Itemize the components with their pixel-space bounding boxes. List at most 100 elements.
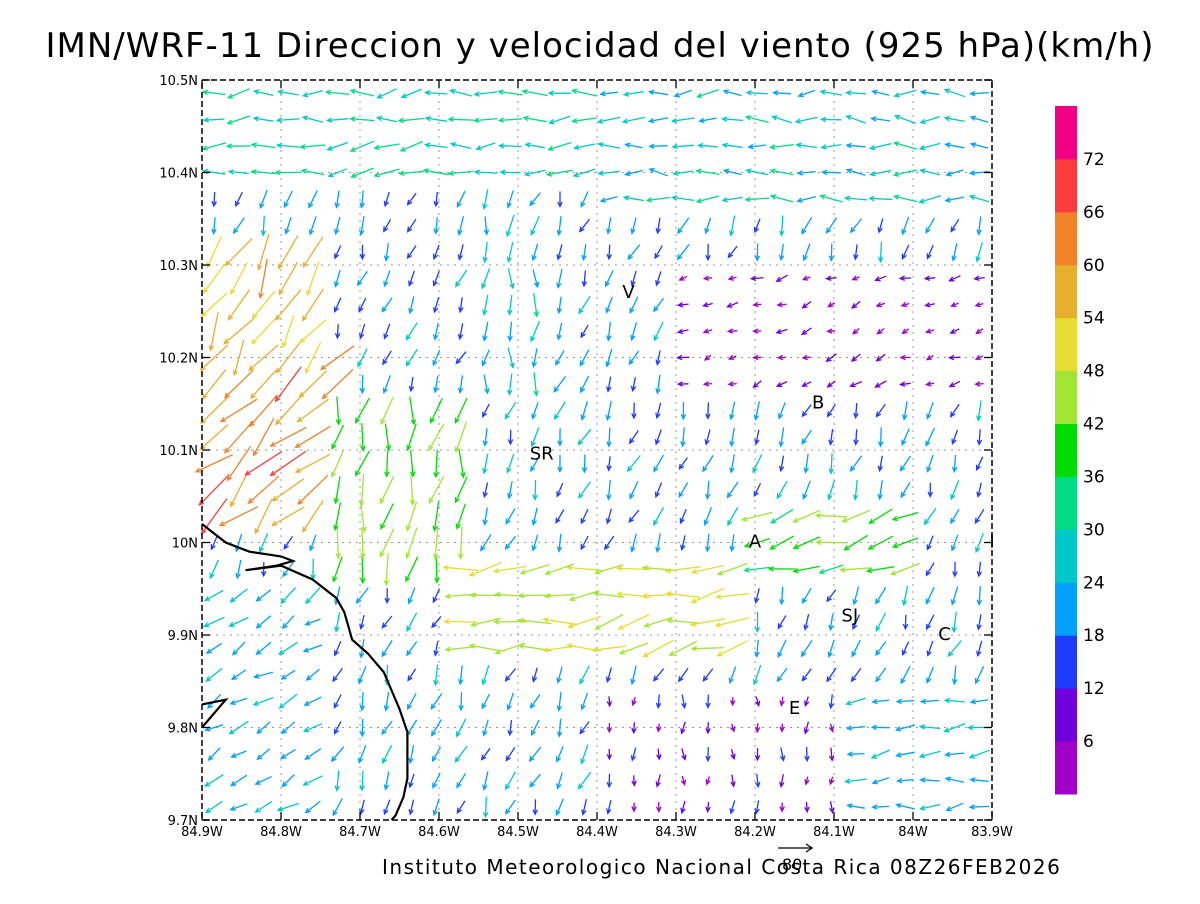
wind-vector	[323, 370, 353, 399]
wind-vector-shaft	[211, 312, 219, 350]
wind-vector	[773, 116, 792, 123]
wind-vector	[898, 779, 914, 783]
wind-vector	[894, 195, 916, 201]
wind-vector	[407, 642, 417, 656]
wind-vector-shaft	[456, 422, 466, 451]
wind-vector	[381, 397, 393, 424]
wind-vector	[754, 483, 760, 495]
wind-vector	[277, 143, 299, 147]
wind-vector-shaft	[362, 423, 363, 450]
wind-vector	[483, 295, 488, 315]
colorbar-segment	[1055, 159, 1077, 212]
wind-vector	[682, 695, 686, 708]
wind-vector	[305, 749, 320, 760]
wind-vector	[281, 750, 295, 759]
wind-vector	[273, 479, 304, 501]
wind-vector	[851, 382, 862, 387]
wind-vector-shaft	[521, 565, 549, 574]
wind-vector	[530, 774, 540, 786]
grid-lines	[202, 80, 992, 820]
wind-vector	[301, 145, 326, 149]
wind-vector	[309, 191, 317, 208]
wind-vector	[334, 695, 341, 708]
wind-vector	[607, 749, 611, 759]
wind-vector-shaft	[406, 557, 418, 581]
wind-vector-shaft	[644, 640, 674, 657]
wind-vector-shaft	[204, 119, 224, 120]
wind-vector-shaft	[206, 801, 222, 812]
wind-vector-shaft	[629, 510, 639, 522]
wind-vector	[332, 747, 344, 761]
wind-vector	[730, 402, 735, 419]
wind-vector	[631, 217, 636, 233]
wind-vector	[199, 474, 229, 505]
wind-vector-shaft	[226, 239, 252, 266]
wind-vector	[872, 725, 889, 729]
colorbar-segment	[1055, 477, 1077, 530]
wind-vector	[681, 722, 685, 733]
colorbar-label: 30	[1083, 520, 1105, 540]
wind-vector	[258, 234, 269, 269]
wind-vector-shaft	[271, 428, 306, 447]
wind-vector	[232, 751, 247, 757]
wind-vector	[830, 777, 834, 784]
wind-vector	[455, 477, 467, 502]
wind-vector	[484, 216, 488, 234]
wind-vector	[410, 475, 414, 505]
colorbar-label: 54	[1083, 309, 1105, 329]
wind-vector	[872, 117, 891, 121]
wind-vector-shaft	[569, 617, 601, 628]
wind-vector	[704, 507, 711, 524]
wind-vector	[306, 801, 321, 813]
wind-vector	[607, 509, 612, 523]
wind-vector	[544, 646, 576, 652]
wind-vector	[334, 476, 340, 503]
wind-vector-shaft	[435, 527, 438, 559]
wind-vector	[971, 778, 989, 782]
wind-vector	[209, 748, 221, 760]
wind-vector	[458, 244, 463, 259]
colorbar-segment	[1055, 741, 1077, 794]
wind-vector	[401, 141, 423, 151]
wind-vector	[335, 217, 340, 234]
wind-vector	[893, 513, 918, 521]
wind-vector-shaft	[307, 669, 320, 680]
wind-vector	[680, 509, 686, 523]
wind-vector	[408, 693, 417, 708]
wind-vector-shaft	[233, 642, 245, 655]
wind-vector-shaft	[678, 218, 689, 233]
wind-vector	[335, 298, 341, 312]
wind-vector-shaft	[843, 511, 870, 522]
colorbar-segment	[1055, 106, 1077, 159]
wind-vector	[946, 777, 964, 782]
wind-vector	[581, 745, 588, 764]
wind-vector	[730, 216, 735, 236]
wind-vector	[607, 480, 611, 499]
x-tick-label: 84.8W	[260, 825, 302, 840]
wind-vector	[977, 401, 981, 421]
y-tick-label: 10.2N	[159, 352, 198, 367]
wind-vector	[631, 377, 635, 391]
wind-vector	[360, 771, 364, 790]
wind-vector	[306, 619, 321, 625]
wind-vector	[384, 553, 388, 585]
wind-vector	[927, 615, 934, 629]
wind-vector	[945, 724, 966, 732]
station-label: C	[938, 624, 951, 645]
colorbar-label: 60	[1083, 256, 1105, 276]
wind-vector	[506, 747, 514, 760]
wind-vector	[581, 401, 587, 419]
y-tick-label: 10.5N	[159, 74, 198, 89]
wind-vector	[620, 643, 648, 654]
wind-vector	[307, 262, 319, 295]
wind-vector-shaft	[378, 89, 397, 98]
wind-vector	[830, 801, 834, 812]
wind-vector	[971, 143, 988, 148]
wind-vector	[203, 90, 225, 94]
wind-vector	[731, 775, 735, 787]
wind-vector	[407, 424, 416, 450]
wind-vector	[777, 329, 788, 333]
wind-vector	[951, 219, 959, 231]
wind-vector	[483, 404, 490, 417]
wind-vector	[579, 296, 590, 313]
